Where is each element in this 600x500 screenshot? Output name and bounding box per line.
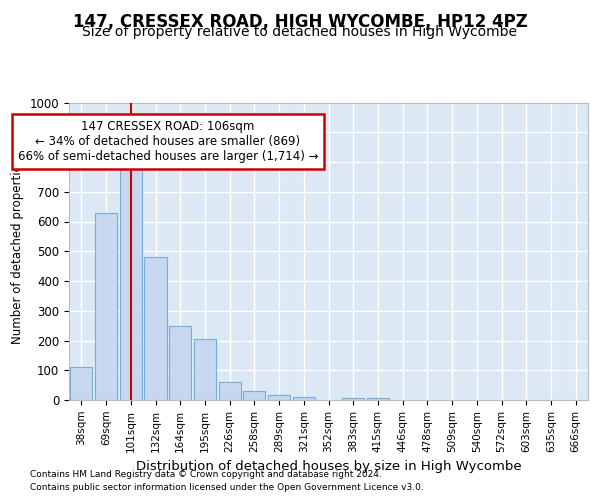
Text: Contains public sector information licensed under the Open Government Licence v3: Contains public sector information licen… — [30, 482, 424, 492]
Bar — [169, 326, 191, 400]
Bar — [145, 257, 167, 400]
Text: 147, CRESSEX ROAD, HIGH WYCOMBE, HP12 4PZ: 147, CRESSEX ROAD, HIGH WYCOMBE, HP12 4P… — [73, 12, 527, 30]
Bar — [95, 212, 117, 400]
X-axis label: Distribution of detached houses by size in High Wycombe: Distribution of detached houses by size … — [136, 460, 521, 473]
Bar — [194, 339, 216, 400]
Bar — [367, 398, 389, 400]
Text: Size of property relative to detached houses in High Wycombe: Size of property relative to detached ho… — [83, 25, 517, 39]
Bar — [218, 382, 241, 400]
Text: 147 CRESSEX ROAD: 106sqm
← 34% of detached houses are smaller (869)
66% of semi-: 147 CRESSEX ROAD: 106sqm ← 34% of detach… — [17, 120, 318, 164]
Text: Contains HM Land Registry data © Crown copyright and database right 2024.: Contains HM Land Registry data © Crown c… — [30, 470, 382, 479]
Bar — [243, 391, 265, 400]
Bar — [268, 394, 290, 400]
Bar — [70, 368, 92, 400]
Bar — [293, 397, 315, 400]
Bar — [119, 160, 142, 400]
Y-axis label: Number of detached properties: Number of detached properties — [11, 158, 24, 344]
Bar — [342, 398, 364, 400]
